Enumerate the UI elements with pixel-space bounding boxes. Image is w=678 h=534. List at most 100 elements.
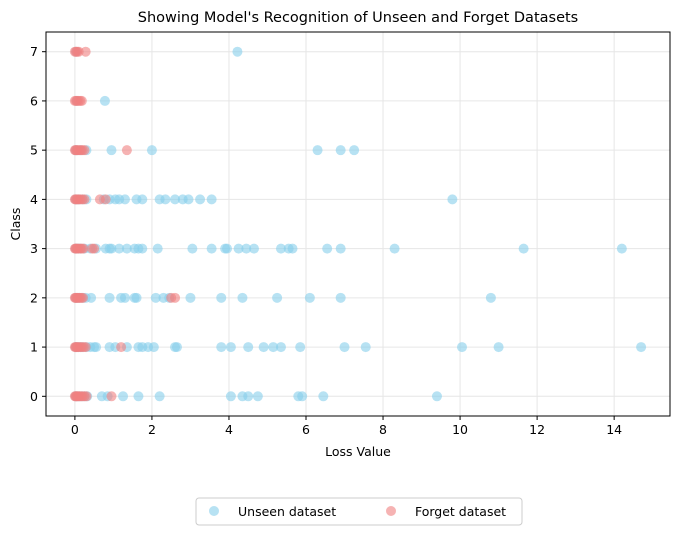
forget-point — [77, 292, 88, 303]
x-tick-label: 0 — [71, 422, 79, 437]
unseen-point — [185, 292, 196, 303]
unseen-point — [493, 342, 504, 353]
data-points — [69, 46, 647, 402]
unseen-point — [243, 342, 254, 353]
unseen-point — [170, 194, 181, 205]
unseen-point — [295, 342, 306, 353]
unseen-point — [431, 391, 442, 402]
unseen-point — [133, 391, 144, 402]
unseen-point — [119, 292, 130, 303]
unseen-point — [616, 243, 627, 254]
y-tick-label: 4 — [30, 192, 38, 207]
unseen-point — [312, 145, 323, 156]
unseen-point — [457, 342, 467, 353]
unseen-point — [233, 243, 244, 254]
y-tick-label: 6 — [30, 93, 38, 108]
unseen-point — [287, 243, 298, 254]
unseen-point — [518, 243, 529, 254]
unseen-point — [121, 243, 132, 254]
y-axis-label: Class — [8, 208, 23, 241]
x-tick-label: 14 — [606, 422, 622, 437]
unseen-point — [160, 194, 171, 205]
forget-point — [81, 391, 92, 402]
unseen-point — [304, 292, 315, 303]
x-tick-label: 4 — [225, 422, 233, 437]
y-tick-label: 2 — [30, 290, 38, 305]
legend-label-forget: Forget dataset — [415, 504, 506, 519]
forget-point — [76, 95, 87, 106]
unseen-point — [225, 342, 236, 353]
forget-point — [100, 194, 111, 205]
unseen-point — [318, 391, 329, 402]
unseen-point — [137, 194, 148, 205]
unseen-point — [91, 342, 102, 353]
y-tick-label: 1 — [30, 340, 38, 355]
unseen-point — [114, 243, 125, 254]
unseen-point — [389, 243, 400, 254]
unseen-point — [237, 292, 248, 303]
forget-point — [73, 46, 84, 57]
unseen-point — [249, 243, 259, 254]
unseen-point — [216, 342, 227, 353]
forget-point — [79, 194, 90, 205]
unseen-point — [275, 342, 286, 353]
unseen-point — [335, 292, 346, 303]
unseen-point — [225, 391, 236, 402]
unseen-point — [187, 243, 198, 254]
unseen-point — [106, 243, 117, 254]
unseen-point — [447, 194, 458, 205]
x-tick-label: 2 — [148, 422, 156, 437]
unseen-point — [335, 145, 346, 156]
unseen-point — [206, 194, 217, 205]
unseen-point — [150, 292, 161, 303]
unseen-point — [272, 292, 283, 303]
unseen-point — [106, 145, 117, 156]
unseen-point — [252, 391, 263, 402]
unseen-point — [195, 194, 206, 205]
legend-marker-unseen — [209, 506, 219, 516]
unseen-point — [335, 243, 346, 254]
forget-point — [106, 391, 117, 402]
unseen-point — [243, 391, 254, 402]
unseen-point — [148, 342, 159, 353]
y-tick-label: 0 — [30, 389, 38, 404]
unseen-point — [275, 243, 286, 254]
unseen-point — [146, 145, 157, 156]
unseen-point — [339, 342, 350, 353]
unseen-point — [297, 391, 308, 402]
unseen-point — [171, 342, 182, 353]
chart-title: Showing Model's Recognition of Unseen an… — [138, 10, 578, 26]
legend: Unseen dataset Forget dataset — [195, 497, 523, 526]
unseen-point — [222, 243, 233, 254]
forget-point — [121, 145, 132, 156]
unseen-point — [154, 391, 165, 402]
legend-label-unseen: Unseen dataset — [238, 504, 336, 519]
unseen-point — [183, 194, 194, 205]
unseen-point — [152, 243, 163, 254]
unseen-point — [206, 243, 217, 254]
x-tick-label: 8 — [379, 422, 387, 437]
unseen-point — [86, 292, 97, 303]
unseen-point — [99, 95, 110, 106]
unseen-point — [349, 145, 360, 156]
unseen-point — [268, 342, 279, 353]
unseen-point — [137, 243, 148, 254]
unseen-point — [104, 292, 115, 303]
forget-point — [78, 243, 89, 254]
plot-frame — [45, 31, 671, 417]
forget-point — [116, 342, 127, 353]
forget-point — [170, 292, 181, 303]
unseen-point — [119, 194, 130, 205]
x-tick-label: 10 — [452, 422, 468, 437]
forget-point — [79, 145, 90, 156]
unseen-point — [322, 243, 333, 254]
y-tick-label: 7 — [30, 44, 38, 59]
y-tick-label: 3 — [30, 241, 38, 256]
unseen-point — [636, 342, 647, 353]
unseen-point — [485, 292, 496, 303]
unseen-point — [232, 46, 243, 57]
legend-box — [195, 497, 523, 526]
forget-point — [80, 46, 91, 57]
